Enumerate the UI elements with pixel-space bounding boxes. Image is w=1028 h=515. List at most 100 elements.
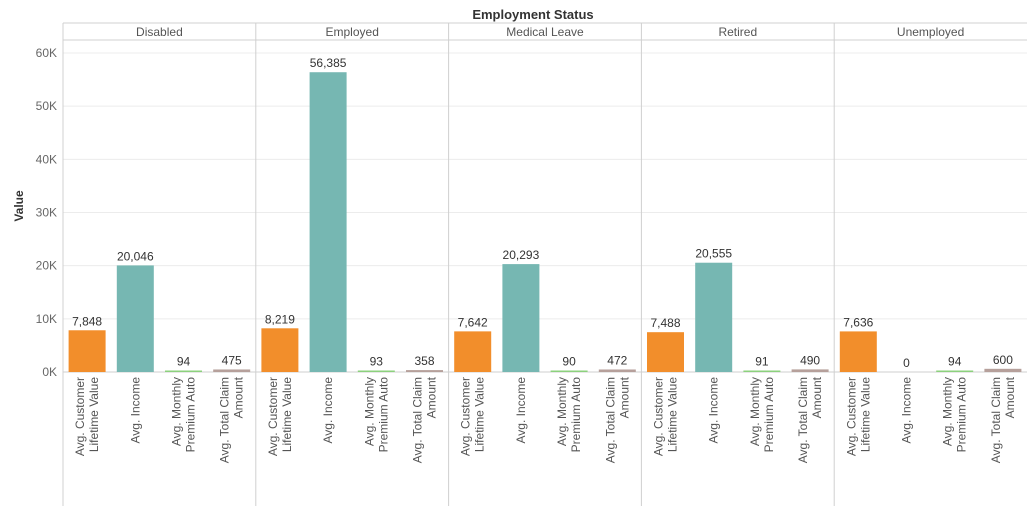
- data-label: 7,636: [843, 315, 873, 329]
- bar: [502, 264, 540, 372]
- x-tick-label-line: Avg. Customer: [266, 377, 280, 456]
- bar: [68, 330, 106, 372]
- x-tick-label-line: Avg. Monthly: [170, 377, 184, 446]
- x-tick-label: Avg. Monthly Premium Auto: [941, 377, 969, 453]
- panel-header-label: Retired: [718, 25, 757, 39]
- x-tick-label-line: Avg. Income: [514, 377, 528, 444]
- panel-header-label: Medical Leave: [506, 25, 584, 39]
- bar: [791, 369, 829, 372]
- x-tick-label: Avg. Income: [900, 377, 914, 444]
- x-tick-label: Avg. Total Claim Amount: [796, 376, 824, 463]
- x-tick-label: Avg. Customer Lifetime Value: [266, 377, 294, 456]
- x-tick-label-line: Avg. Income: [128, 377, 142, 444]
- bar: [743, 370, 781, 372]
- bar: [454, 331, 492, 372]
- bar: [309, 72, 347, 372]
- data-label: 20,046: [117, 249, 154, 263]
- x-tick-label-line: Avg. Total Claim: [796, 377, 810, 463]
- data-label: 358: [414, 354, 434, 368]
- x-tick-label-line: Avg. Total Claim: [989, 377, 1003, 463]
- panel-header-label: Disabled: [136, 25, 183, 39]
- data-label: 93: [370, 355, 384, 369]
- x-tick-label-line: Amount: [617, 376, 631, 418]
- x-tick-label-line: Amount: [425, 376, 439, 418]
- bar: [695, 262, 733, 372]
- x-tick-label: Avg. Total Claim Amount: [603, 376, 631, 463]
- panel-header-label: Unemployed: [897, 25, 964, 39]
- chart-title: Employment Status: [472, 7, 593, 22]
- x-tick-label-line: Avg. Income: [321, 377, 335, 444]
- bar: [984, 368, 1022, 372]
- x-tick-label-line: Avg. Customer: [652, 377, 666, 456]
- data-label: 20,293: [503, 248, 540, 262]
- x-tick-label-line: Lifetime Value: [473, 377, 487, 452]
- x-tick-label: Avg. Income: [707, 377, 721, 444]
- x-tick-label-line: Lifetime Value: [666, 377, 680, 452]
- x-tick-label-line: Avg. Customer: [459, 377, 473, 456]
- x-tick-label-line: Avg. Income: [900, 377, 914, 444]
- data-label: 7,642: [458, 315, 488, 329]
- x-tick-label-line: Avg. Customer: [844, 377, 858, 456]
- data-label: 7,848: [72, 314, 102, 328]
- x-tick-label-line: Premium Auto: [569, 377, 583, 453]
- y-tick-label: 40K: [36, 152, 57, 166]
- x-tick-label-line: Lifetime Value: [87, 377, 101, 452]
- data-label: 94: [177, 355, 191, 369]
- x-tick-label-line: Avg. Monthly: [941, 377, 955, 446]
- x-tick-label: Avg. Total Claim Amount: [411, 376, 439, 463]
- x-tick-label-line: Premium Auto: [762, 377, 776, 453]
- bar: [598, 369, 636, 372]
- x-tick-label: Avg. Total Claim Amount: [989, 376, 1017, 463]
- bar: [406, 370, 443, 372]
- x-tick-label: Avg. Income: [514, 377, 528, 444]
- x-tick-label-line: Avg. Income: [707, 377, 721, 444]
- data-label: 56,385: [310, 56, 347, 70]
- data-label: 20,555: [695, 247, 732, 261]
- x-tick-label: Avg. Customer Lifetime Value: [459, 377, 487, 456]
- x-tick-label: Avg. Monthly Premium Auto: [555, 377, 583, 453]
- x-tick-label-line: Avg. Monthly: [555, 377, 569, 446]
- x-tick-label-line: Avg. Monthly: [748, 377, 762, 446]
- data-label: 475: [222, 353, 242, 367]
- x-tick-label: Avg. Monthly Premium Auto: [362, 377, 390, 453]
- bar: [357, 370, 395, 372]
- data-label: 0: [903, 356, 910, 370]
- x-tick-label: Avg. Income: [321, 377, 335, 444]
- y-axis-label: Value: [12, 190, 26, 222]
- x-tick-label-line: Lifetime Value: [280, 377, 294, 452]
- y-tick-label: 30K: [36, 206, 57, 220]
- x-tick-label: Avg. Income: [128, 377, 142, 444]
- x-tick-label: Avg. Total Claim Amount: [218, 376, 246, 463]
- bar: [213, 369, 251, 372]
- x-tick-label-line: Amount: [810, 376, 824, 418]
- bar: [936, 370, 974, 372]
- x-tick-label-line: Avg. Total Claim: [218, 377, 232, 463]
- x-tick-label-line: Avg. Total Claim: [603, 377, 617, 463]
- y-tick-label: 10K: [36, 312, 57, 326]
- bar: [839, 331, 877, 372]
- y-tick-label: 0K: [42, 365, 57, 379]
- bar: [261, 328, 299, 372]
- data-label: 490: [800, 353, 820, 367]
- y-tick-label: 60K: [36, 46, 57, 60]
- y-tick-label: 20K: [36, 259, 57, 273]
- x-tick-label: Avg. Customer Lifetime Value: [73, 377, 101, 456]
- x-tick-label: Avg. Customer Lifetime Value: [652, 377, 680, 456]
- x-tick-label: Avg. Monthly Premium Auto: [748, 377, 776, 453]
- x-tick-label-line: Premium Auto: [376, 377, 390, 453]
- x-tick-label-line: Avg. Monthly: [362, 377, 376, 446]
- data-label: 7,488: [650, 316, 680, 330]
- x-tick-label-line: Amount: [1003, 376, 1017, 418]
- data-label: 8,219: [265, 312, 295, 326]
- panel-header-label: Employed: [326, 25, 379, 39]
- x-tick-label-line: Premium Auto: [955, 377, 969, 453]
- data-label: 90: [562, 355, 576, 369]
- x-tick-label-line: Premium Auto: [184, 377, 198, 453]
- x-tick-label-line: Amount: [232, 376, 246, 418]
- data-label: 472: [607, 353, 627, 367]
- x-tick-label: Avg. Customer Lifetime Value: [844, 377, 872, 456]
- x-tick-label-line: Avg. Total Claim: [411, 377, 425, 463]
- x-tick-label: Avg. Monthly Premium Auto: [170, 377, 198, 453]
